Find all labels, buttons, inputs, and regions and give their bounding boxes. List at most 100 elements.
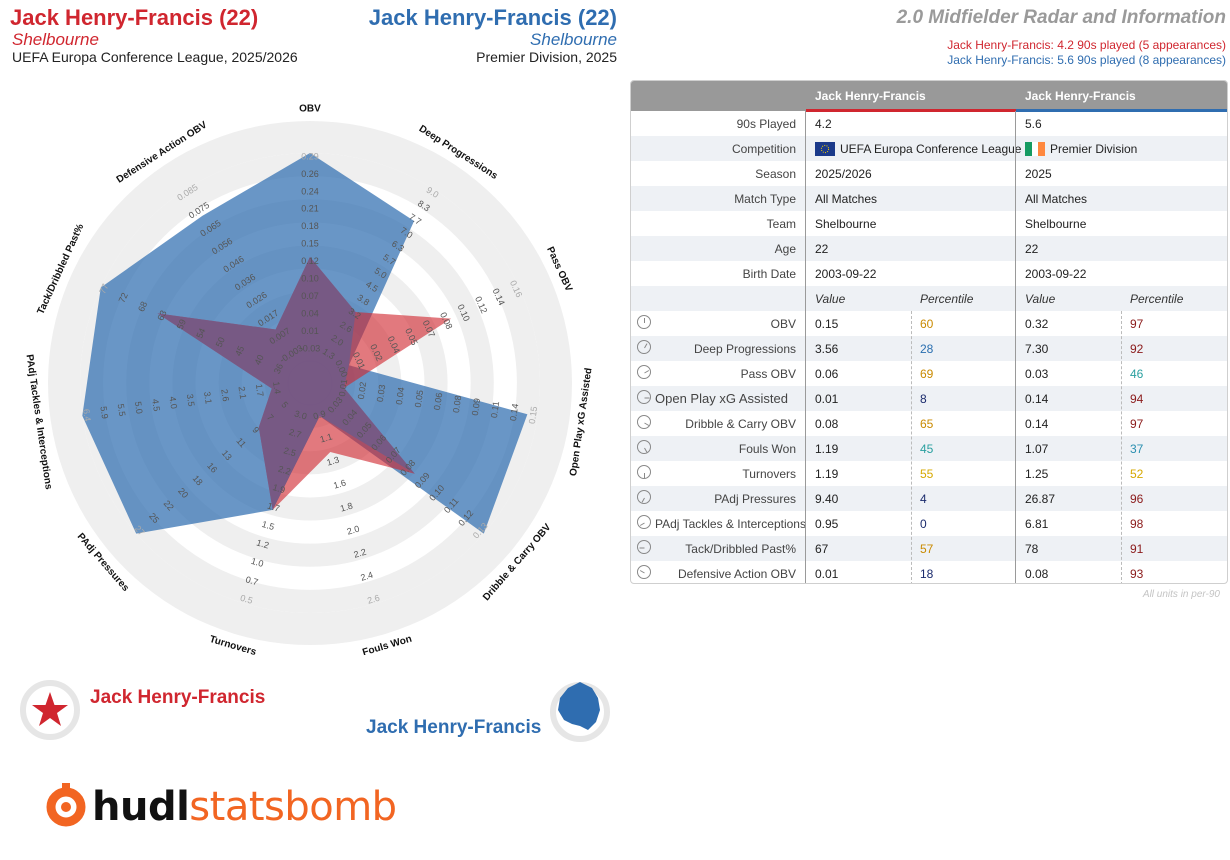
axis-tick-label: 1.4 xyxy=(271,381,283,395)
axis-tick-label: 18 xyxy=(191,473,205,487)
axis-tick-label: 77 xyxy=(97,282,110,295)
metric-value-player1: 0.01 xyxy=(815,567,839,581)
metric-label: Defensive Action OBV xyxy=(677,567,796,581)
axis-tick-label: 0.12 xyxy=(301,256,319,266)
axis-tick-label: 1.5 xyxy=(261,519,276,532)
axis-tick-label: 0.26 xyxy=(301,169,319,179)
metric-percentile-player1: 28 xyxy=(920,342,934,356)
metric-value-player2: 1.25 xyxy=(1025,467,1049,481)
metric-value-player1: 0.01 xyxy=(815,392,839,406)
metric-value-player2: 0.32 xyxy=(1025,317,1049,331)
table-row: Turnovers 1.19 55 1.25 52 xyxy=(631,461,1227,486)
table-row: PAdj Tackles & Interceptions 0.95 0 6.81 98 xyxy=(631,511,1227,536)
metric-percentile-player2: 97 xyxy=(1130,317,1144,331)
table-row: Defensive Action OBV 0.01 18 0.08 93 xyxy=(631,561,1227,583)
metric-value-player2: 0.08 xyxy=(1025,567,1049,581)
axis-tick-label: 0.04 xyxy=(301,308,319,318)
axis-tick-label: 22 xyxy=(162,498,176,512)
metric-value-player1: 1.19 xyxy=(815,442,839,456)
row-value-player1: 4.2 xyxy=(815,117,832,131)
axis-tick-label: 0.01 xyxy=(337,378,349,397)
axis-tick-label: 2.0 xyxy=(346,524,361,537)
axis-tick-label: 27 xyxy=(133,524,147,538)
row-label: Competition xyxy=(731,142,796,156)
axis-tick-label: 0.9 xyxy=(312,408,327,421)
axis-tick-label: 0.01 xyxy=(301,326,319,336)
subheader-value: Value xyxy=(815,292,846,306)
metric-gauge-icon xyxy=(637,440,651,454)
axis-tick-label: 2.6 xyxy=(366,593,381,606)
metric-percentile-player2: 92 xyxy=(1130,342,1144,356)
axis-tick-label: 5 xyxy=(279,400,290,410)
table-row: Pass OBV 0.06 69 0.03 46 xyxy=(631,361,1227,386)
table-row: 90s Played 4.2 5.6 xyxy=(631,111,1227,136)
axis-tick-label: 0.08 xyxy=(451,395,463,414)
metric-value-player1: 0.15 xyxy=(815,317,839,331)
axis-tick-label: 7 xyxy=(265,412,276,422)
table-row: OBV 0.15 60 0.32 97 xyxy=(631,311,1227,336)
axis-tick-label: 0.15 xyxy=(301,239,319,249)
metric-percentile-player2: 96 xyxy=(1130,492,1144,506)
axis-tick-label: 1.2 xyxy=(255,537,270,550)
radar-overlap-area xyxy=(157,257,415,510)
player1-club: Shelbourne xyxy=(12,30,99,49)
metric-label: Open Play xG Assisted xyxy=(655,391,788,406)
table-row: Fouls Won 1.19 45 1.07 37 xyxy=(631,436,1227,461)
player1-legend-label: Jack Henry-Francis xyxy=(90,687,266,708)
info-table: Jack Henry-Francis Jack Henry-Francis 90… xyxy=(630,80,1228,584)
row-label: Match Type xyxy=(734,192,796,206)
metric-label: Tack/Dribbled Past% xyxy=(685,542,796,556)
metric-percentile-player2: 52 xyxy=(1130,467,1144,481)
axis-tick-label: 13 xyxy=(220,448,234,462)
axis-tick-label: 0.02 xyxy=(356,381,368,400)
axis-tick-label: 0.09 xyxy=(470,398,482,417)
statsbomb-logo-icon xyxy=(46,783,86,827)
metric-gauge-icon xyxy=(637,365,651,379)
metric-percentile-player1: 0 xyxy=(920,517,927,531)
metric-percentile-player1: 57 xyxy=(920,542,934,556)
player2-legend-icon xyxy=(550,682,610,742)
metric-value-player2: 0.03 xyxy=(1025,367,1049,381)
metric-percentile-player1: 4 xyxy=(920,492,927,506)
table-row: Open Play xG Assisted 0.01 8 0.14 94 xyxy=(631,386,1227,411)
metric-value-player1: 0.06 xyxy=(815,367,839,381)
metric-value-player2: 6.81 xyxy=(1025,517,1049,531)
axis-tick-label: 0.05 xyxy=(413,389,425,408)
metric-value-player1: 3.56 xyxy=(815,342,839,356)
row-label: 90s Played xyxy=(736,117,796,131)
axis-tick-label: 63 xyxy=(155,309,168,322)
table-row: Deep Progressions 3.56 28 7.30 92 xyxy=(631,336,1227,361)
axis-tick-label: -0.03 xyxy=(300,343,321,353)
row-value-player2: Premier Division xyxy=(1025,142,1137,156)
metric-gauge-icon xyxy=(637,490,651,504)
statsbomb-logo-text: hudlstatsbomb xyxy=(92,784,397,830)
row-value-player2: 2003-09-22 xyxy=(1025,267,1087,281)
metric-value-player2: 78 xyxy=(1025,542,1039,556)
axis-tick-label: 0.21 xyxy=(301,204,319,214)
table-row: Competition UEFA Europa Conference League… xyxy=(631,136,1227,161)
metric-percentile-player1: 18 xyxy=(920,567,934,581)
metric-value-player1: 1.19 xyxy=(815,467,839,481)
row-value-player1: 22 xyxy=(815,242,829,256)
axis-tick-label: 0.03 xyxy=(375,384,387,403)
table-header-player1: Jack Henry-Francis xyxy=(815,89,926,103)
axis-tick-label: 2.5 xyxy=(282,445,297,458)
units-note: All units in per-90 xyxy=(1142,589,1220,600)
axis-tick-label: 2.4 xyxy=(359,570,374,583)
metric-percentile-player2: 46 xyxy=(1130,367,1144,381)
axis-tick-label: 1.0 xyxy=(250,556,265,569)
axis-tick-label: 5.0 xyxy=(133,401,145,415)
row-value-player2: 2025 xyxy=(1025,167,1052,181)
axis-tick-label: 2.2 xyxy=(353,547,368,560)
axis-tick-label: 1.8 xyxy=(339,501,354,514)
metric-label: PAdj Tackles & Interceptions xyxy=(655,517,806,531)
metric-label: Fouls Won xyxy=(738,442,796,456)
player2-legend-label: Jack Henry-Francis xyxy=(366,717,542,738)
row-value-player2: 5.6 xyxy=(1025,117,1042,131)
row-label: Birth Date xyxy=(742,267,796,281)
axis-tick-label: 72 xyxy=(117,291,130,304)
table-row: Match Type All Matches All Matches xyxy=(631,186,1227,211)
axis-tick-label: 1.7 xyxy=(254,383,266,397)
subheader-percentile: Percentile xyxy=(1130,292,1184,306)
table-row: Dribble & Carry OBV 0.08 65 0.14 97 xyxy=(631,411,1227,436)
